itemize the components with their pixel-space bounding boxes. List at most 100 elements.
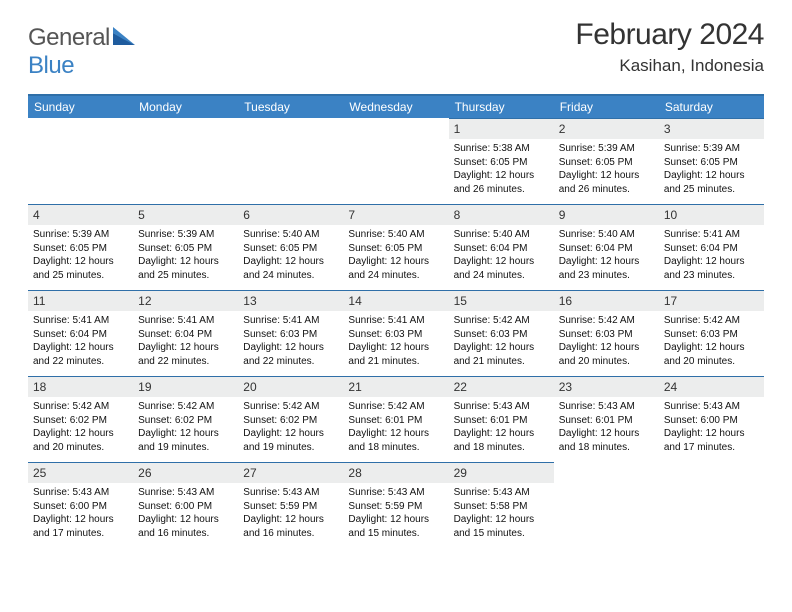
calendar-cell — [133, 118, 238, 204]
weekday-header: Wednesday — [343, 95, 448, 118]
weekday-header: Tuesday — [238, 95, 343, 118]
day-number: 6 — [238, 204, 343, 225]
day-number: 8 — [449, 204, 554, 225]
day-info: Sunrise: 5:42 AMSunset: 6:03 PMDaylight:… — [449, 311, 554, 373]
weekday-header: Saturday — [659, 95, 764, 118]
weekday-header: Thursday — [449, 95, 554, 118]
calendar-cell: 16Sunrise: 5:42 AMSunset: 6:03 PMDayligh… — [554, 290, 659, 376]
weekday-header: Monday — [133, 95, 238, 118]
calendar-cell: 8Sunrise: 5:40 AMSunset: 6:04 PMDaylight… — [449, 204, 554, 290]
day-info: Sunrise: 5:41 AMSunset: 6:04 PMDaylight:… — [133, 311, 238, 373]
day-info: Sunrise: 5:42 AMSunset: 6:02 PMDaylight:… — [133, 397, 238, 459]
calendar-cell: 28Sunrise: 5:43 AMSunset: 5:59 PMDayligh… — [343, 462, 448, 548]
calendar-cell: 12Sunrise: 5:41 AMSunset: 6:04 PMDayligh… — [133, 290, 238, 376]
day-info: Sunrise: 5:40 AMSunset: 6:04 PMDaylight:… — [449, 225, 554, 287]
title-block: February 2024 Kasihan, Indonesia — [575, 18, 764, 76]
calendar-head: SundayMondayTuesdayWednesdayThursdayFrid… — [28, 95, 764, 118]
day-info: Sunrise: 5:43 AMSunset: 5:58 PMDaylight:… — [449, 483, 554, 545]
day-info: Sunrise: 5:41 AMSunset: 6:04 PMDaylight:… — [659, 225, 764, 287]
logo-text: General Blue — [28, 24, 139, 80]
day-info: Sunrise: 5:39 AMSunset: 6:05 PMDaylight:… — [133, 225, 238, 287]
day-number: 23 — [554, 376, 659, 397]
day-info: Sunrise: 5:43 AMSunset: 6:01 PMDaylight:… — [554, 397, 659, 459]
day-number: 4 — [28, 204, 133, 225]
day-info: Sunrise: 5:38 AMSunset: 6:05 PMDaylight:… — [449, 139, 554, 201]
logo-brand1: General — [28, 24, 110, 51]
day-info: Sunrise: 5:40 AMSunset: 6:05 PMDaylight:… — [343, 225, 448, 287]
calendar-cell: 24Sunrise: 5:43 AMSunset: 6:00 PMDayligh… — [659, 376, 764, 462]
day-number: 21 — [343, 376, 448, 397]
day-number: 3 — [659, 118, 764, 139]
day-info: Sunrise: 5:42 AMSunset: 6:03 PMDaylight:… — [659, 311, 764, 373]
day-info: Sunrise: 5:43 AMSunset: 6:00 PMDaylight:… — [28, 483, 133, 545]
calendar-cell: 2Sunrise: 5:39 AMSunset: 6:05 PMDaylight… — [554, 118, 659, 204]
calendar-cell: 6Sunrise: 5:40 AMSunset: 6:05 PMDaylight… — [238, 204, 343, 290]
calendar-cell — [659, 462, 764, 548]
day-info: Sunrise: 5:41 AMSunset: 6:03 PMDaylight:… — [238, 311, 343, 373]
day-info: Sunrise: 5:43 AMSunset: 5:59 PMDaylight:… — [343, 483, 448, 545]
day-number: 13 — [238, 290, 343, 311]
day-number: 14 — [343, 290, 448, 311]
day-number: 17 — [659, 290, 764, 311]
calendar-cell: 13Sunrise: 5:41 AMSunset: 6:03 PMDayligh… — [238, 290, 343, 376]
calendar-cell: 9Sunrise: 5:40 AMSunset: 6:04 PMDaylight… — [554, 204, 659, 290]
calendar-cell: 5Sunrise: 5:39 AMSunset: 6:05 PMDaylight… — [133, 204, 238, 290]
day-number: 15 — [449, 290, 554, 311]
day-number: 25 — [28, 462, 133, 483]
day-number: 2 — [554, 118, 659, 139]
weekday-header: Sunday — [28, 95, 133, 118]
calendar-cell: 26Sunrise: 5:43 AMSunset: 6:00 PMDayligh… — [133, 462, 238, 548]
calendar-cell — [238, 118, 343, 204]
day-number: 22 — [449, 376, 554, 397]
day-info: Sunrise: 5:42 AMSunset: 6:02 PMDaylight:… — [28, 397, 133, 459]
calendar-table: SundayMondayTuesdayWednesdayThursdayFrid… — [28, 94, 764, 548]
day-number: 5 — [133, 204, 238, 225]
day-info: Sunrise: 5:42 AMSunset: 6:01 PMDaylight:… — [343, 397, 448, 459]
day-info: Sunrise: 5:43 AMSunset: 5:59 PMDaylight:… — [238, 483, 343, 545]
day-info: Sunrise: 5:41 AMSunset: 6:04 PMDaylight:… — [28, 311, 133, 373]
day-number: 12 — [133, 290, 238, 311]
day-number: 24 — [659, 376, 764, 397]
day-number: 18 — [28, 376, 133, 397]
day-number: 16 — [554, 290, 659, 311]
day-number: 10 — [659, 204, 764, 225]
day-info: Sunrise: 5:39 AMSunset: 6:05 PMDaylight:… — [659, 139, 764, 201]
day-number: 7 — [343, 204, 448, 225]
location: Kasihan, Indonesia — [575, 56, 764, 76]
logo-brand2: Blue — [28, 52, 74, 79]
calendar-row: 4Sunrise: 5:39 AMSunset: 6:05 PMDaylight… — [28, 204, 764, 290]
day-info: Sunrise: 5:39 AMSunset: 6:05 PMDaylight:… — [28, 225, 133, 287]
calendar-cell: 27Sunrise: 5:43 AMSunset: 5:59 PMDayligh… — [238, 462, 343, 548]
day-info: Sunrise: 5:41 AMSunset: 6:03 PMDaylight:… — [343, 311, 448, 373]
day-number: 1 — [449, 118, 554, 139]
calendar-cell: 18Sunrise: 5:42 AMSunset: 6:02 PMDayligh… — [28, 376, 133, 462]
day-number: 19 — [133, 376, 238, 397]
day-info: Sunrise: 5:39 AMSunset: 6:05 PMDaylight:… — [554, 139, 659, 201]
day-number: 11 — [28, 290, 133, 311]
day-number: 27 — [238, 462, 343, 483]
calendar-cell: 22Sunrise: 5:43 AMSunset: 6:01 PMDayligh… — [449, 376, 554, 462]
calendar-cell: 17Sunrise: 5:42 AMSunset: 6:03 PMDayligh… — [659, 290, 764, 376]
day-number: 29 — [449, 462, 554, 483]
day-info: Sunrise: 5:43 AMSunset: 6:00 PMDaylight:… — [133, 483, 238, 545]
day-info: Sunrise: 5:42 AMSunset: 6:02 PMDaylight:… — [238, 397, 343, 459]
header: General Blue February 2024 Kasihan, Indo… — [28, 18, 764, 80]
calendar-cell: 19Sunrise: 5:42 AMSunset: 6:02 PMDayligh… — [133, 376, 238, 462]
calendar-cell: 7Sunrise: 5:40 AMSunset: 6:05 PMDaylight… — [343, 204, 448, 290]
calendar-row: 1Sunrise: 5:38 AMSunset: 6:05 PMDaylight… — [28, 118, 764, 204]
calendar-cell: 10Sunrise: 5:41 AMSunset: 6:04 PMDayligh… — [659, 204, 764, 290]
logo: General Blue — [28, 24, 139, 80]
day-info: Sunrise: 5:42 AMSunset: 6:03 PMDaylight:… — [554, 311, 659, 373]
day-number: 20 — [238, 376, 343, 397]
calendar-cell: 23Sunrise: 5:43 AMSunset: 6:01 PMDayligh… — [554, 376, 659, 462]
day-number: 9 — [554, 204, 659, 225]
day-info: Sunrise: 5:40 AMSunset: 6:05 PMDaylight:… — [238, 225, 343, 287]
calendar-cell — [343, 118, 448, 204]
calendar-cell — [28, 118, 133, 204]
calendar-cell: 21Sunrise: 5:42 AMSunset: 6:01 PMDayligh… — [343, 376, 448, 462]
day-info: Sunrise: 5:43 AMSunset: 6:00 PMDaylight:… — [659, 397, 764, 459]
day-info: Sunrise: 5:43 AMSunset: 6:01 PMDaylight:… — [449, 397, 554, 459]
day-number: 28 — [343, 462, 448, 483]
calendar-cell: 4Sunrise: 5:39 AMSunset: 6:05 PMDaylight… — [28, 204, 133, 290]
calendar-cell — [554, 462, 659, 548]
